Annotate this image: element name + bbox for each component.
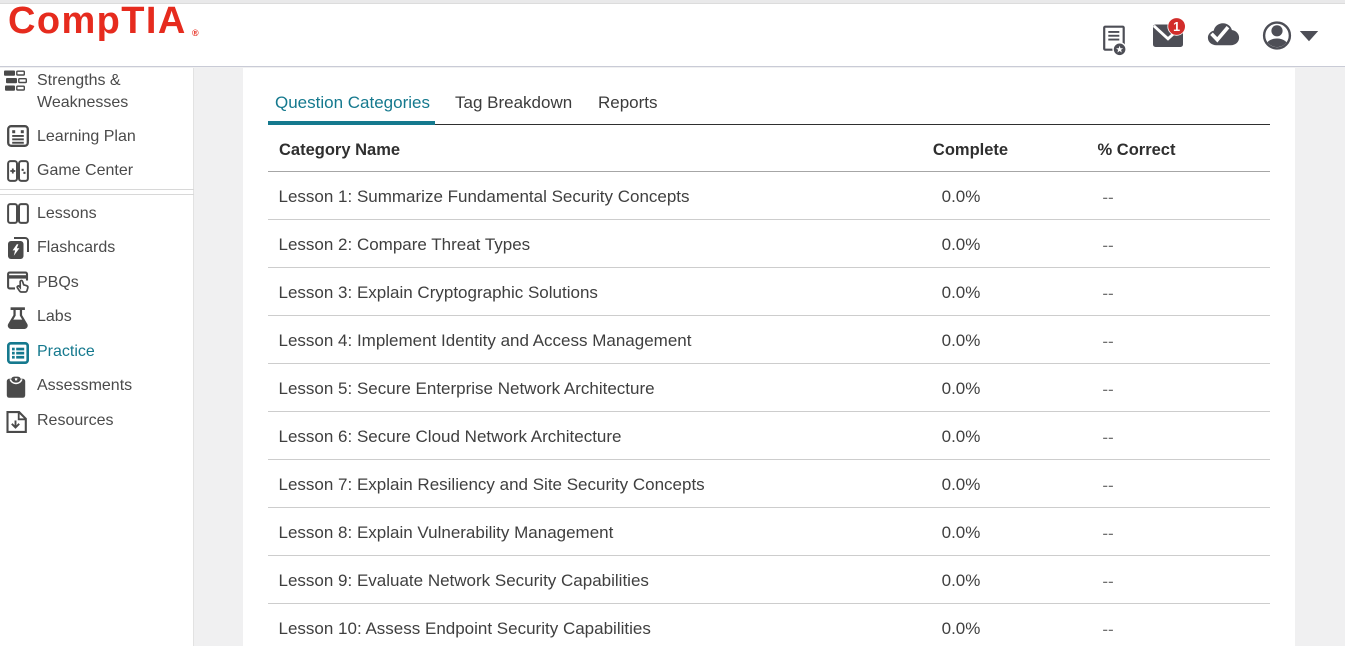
svg-text:1: 1 <box>1173 20 1180 34</box>
